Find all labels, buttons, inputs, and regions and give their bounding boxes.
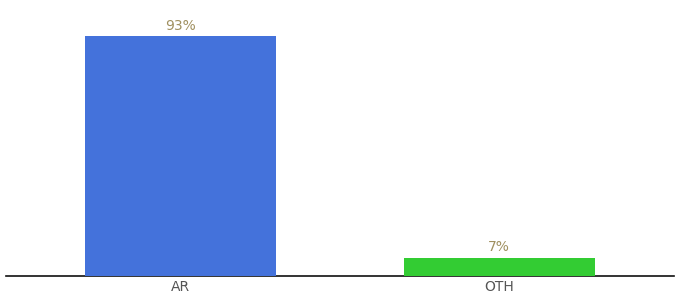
Bar: [404, 258, 595, 276]
Text: 7%: 7%: [488, 240, 510, 254]
Bar: [85, 36, 276, 276]
Text: 93%: 93%: [165, 19, 196, 33]
